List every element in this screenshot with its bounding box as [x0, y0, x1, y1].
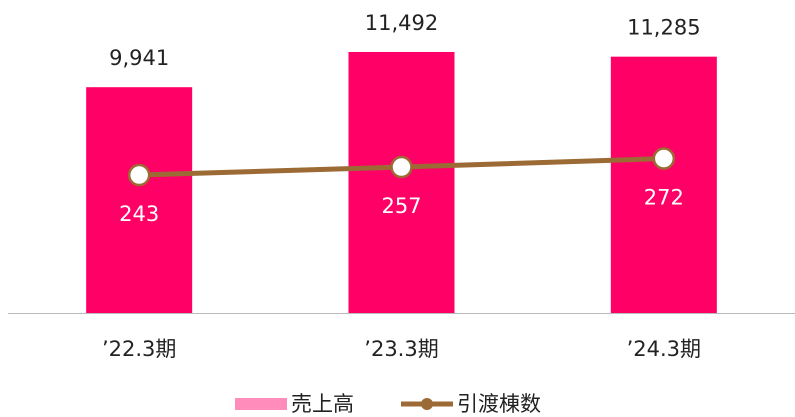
legend-label: 売上高	[291, 392, 354, 416]
bar-value-label: 11,492	[365, 11, 438, 35]
line-value-label: 243	[119, 202, 159, 226]
line-value-label: 257	[381, 194, 421, 218]
line-value-label: 272	[644, 186, 684, 210]
line-point	[652, 147, 676, 170]
bar	[610, 56, 717, 314]
line-point	[127, 163, 151, 187]
bar-value-label: 11,285	[627, 16, 700, 40]
legend-label: 引渡棟数	[457, 392, 541, 416]
x-tick-label: ’23.3期	[364, 337, 438, 361]
line-point	[390, 155, 413, 179]
x-tick-label: ’24.3期	[627, 337, 701, 361]
legend-swatch-marker	[421, 398, 433, 410]
legend-swatch	[235, 398, 287, 410]
bar	[348, 51, 455, 313]
bar-value-label: 9,941	[109, 46, 169, 70]
bar	[86, 87, 193, 313]
x-tick-label: ’22.3期	[102, 337, 176, 361]
